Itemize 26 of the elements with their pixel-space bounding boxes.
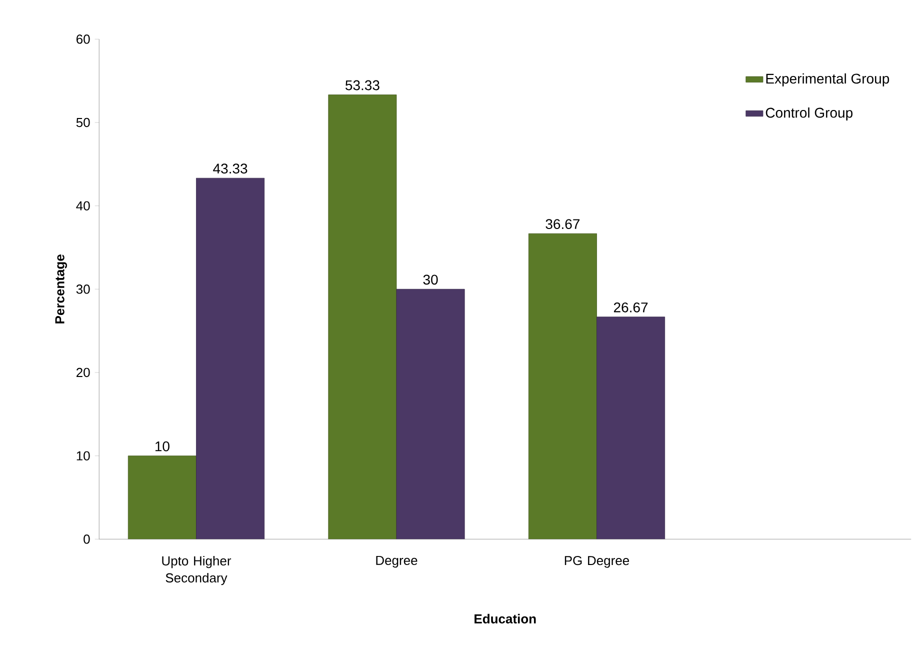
data-label: 36.67 bbox=[546, 219, 580, 230]
x-axis-title: Education bbox=[474, 614, 536, 624]
y-tick-label: 60 bbox=[76, 34, 90, 44]
data-label: 30 bbox=[423, 274, 438, 285]
y-tick-label: 0 bbox=[84, 534, 90, 544]
data-label: 53.33 bbox=[345, 80, 380, 90]
bar bbox=[128, 456, 196, 540]
bar bbox=[596, 316, 666, 540]
data-label: 26.67 bbox=[614, 302, 648, 312]
legend-label: Experimental Group bbox=[766, 73, 890, 86]
y-tick-label: 20 bbox=[76, 368, 90, 378]
x-tick-label: PG Degree bbox=[564, 556, 630, 568]
x-tick-label: Upto Higher Secondary bbox=[162, 556, 232, 586]
bar bbox=[196, 178, 265, 540]
bar bbox=[396, 288, 465, 540]
y-tick-label: 50 bbox=[76, 118, 90, 128]
y-axis-title: Percentage bbox=[55, 254, 68, 324]
y-tick-label: 40 bbox=[76, 201, 90, 210]
bar bbox=[528, 233, 597, 540]
data-label: 10 bbox=[155, 441, 170, 452]
data-label: 43.33 bbox=[213, 164, 248, 174]
x-tick-label: Degree bbox=[376, 556, 418, 568]
legend-label: Control Group bbox=[766, 107, 852, 120]
bar bbox=[328, 94, 397, 540]
y-tick-label: 10 bbox=[76, 451, 90, 460]
y-tick-label: 30 bbox=[76, 284, 90, 294]
